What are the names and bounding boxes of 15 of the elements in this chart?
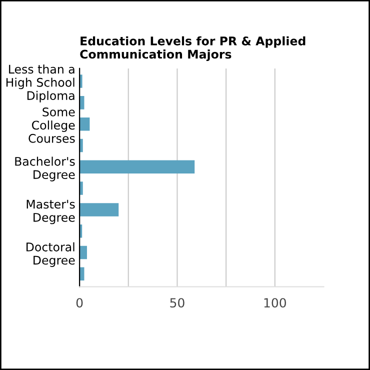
bar bbox=[80, 160, 195, 174]
x-tick-label: 50 bbox=[170, 298, 184, 308]
bar bbox=[80, 246, 87, 260]
chart-title: Education Levels for PR & Applied Communication Majors bbox=[80, 36, 306, 62]
y-tick-label: Some College Courses bbox=[28, 107, 75, 143]
y-tick-label: Master's Degree bbox=[26, 200, 75, 224]
x-tick-label: 0 bbox=[76, 298, 83, 308]
bar bbox=[80, 74, 82, 88]
y-tick-label: Less than a High School Diploma bbox=[6, 64, 74, 102]
bar bbox=[80, 182, 83, 195]
y-tick-label: Bachelor's Degree bbox=[15, 156, 75, 182]
bar bbox=[80, 117, 90, 131]
y-tick-label: Doctoral Degree bbox=[26, 242, 75, 267]
bar bbox=[80, 203, 119, 216]
x-tick-label: 100 bbox=[264, 298, 286, 308]
